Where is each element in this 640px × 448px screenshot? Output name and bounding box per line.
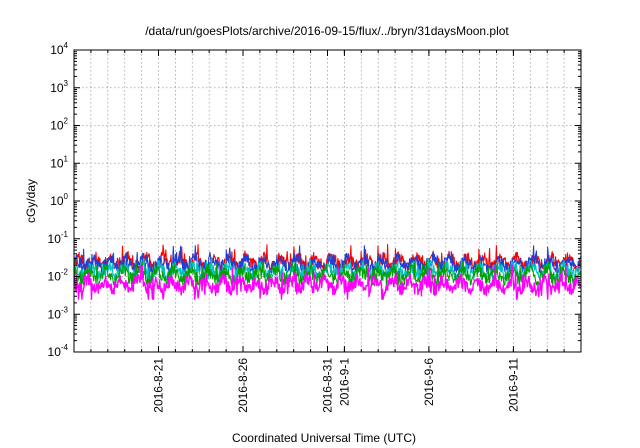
x-tick-label: 2016-8-31	[321, 358, 335, 413]
y-axis-label: cGy/day	[24, 179, 38, 223]
series-layer	[73, 244, 582, 300]
y-tick-label: 101	[50, 154, 68, 170]
x-tick-label: 2016-8-26	[236, 358, 250, 413]
y-axis-ticks: 10-4 10-3 10-2 10-1 100 101 102 103 104	[48, 41, 581, 359]
y-tick-label: 104	[50, 41, 68, 57]
y-tick-label: 103	[50, 79, 68, 95]
series-line	[73, 260, 582, 286]
y-tick-label: 10-3	[48, 305, 69, 321]
x-tick-label: 2016-9-11	[506, 358, 520, 412]
x-tick-label: 2016-8-21	[152, 358, 166, 413]
x-axis-label: Coordinated Universal Time (UTC)	[232, 431, 416, 445]
x-axis-ticks: 2016-8-21 2016-8-26 2016-8-31 2016-9-1 2016-…	[90, 50, 565, 413]
y-tick-label: 102	[50, 117, 68, 133]
y-tick-label: 10-2	[48, 268, 69, 284]
grid	[74, 50, 581, 352]
x-tick-label: 2016-9-6	[422, 358, 436, 406]
y-tick-label: 100	[50, 192, 68, 208]
x-tick-label: 2016-9-1	[337, 358, 351, 406]
y-tick-label: 10-4	[48, 343, 69, 359]
series-line	[73, 264, 582, 300]
y-tick-label: 10-1	[48, 230, 69, 246]
chart-title: /data/run/goesPlots/archive/2016-09-15/f…	[145, 24, 509, 38]
